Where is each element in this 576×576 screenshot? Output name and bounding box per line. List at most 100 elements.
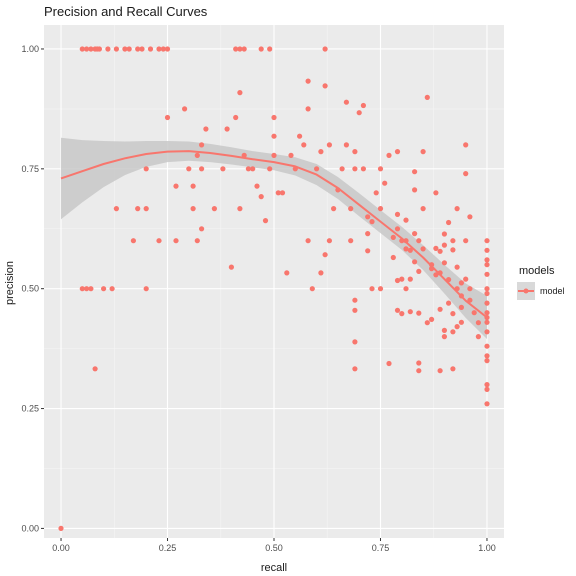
legend-label-model: model [540,286,565,296]
data-point [135,206,141,212]
y-tick-label: 0.25 [21,404,39,414]
data-point [475,334,481,340]
data-point [386,152,392,158]
data-point [258,46,264,52]
data-point [352,339,358,345]
data-point [484,358,490,364]
data-point [369,219,375,225]
data-point [412,231,418,237]
data-point [463,142,469,148]
data-point [84,286,90,292]
data-point [471,310,477,316]
data-point [441,231,447,237]
data-point [437,368,443,374]
data-point [382,180,388,186]
data-point [407,247,413,253]
data-point [458,280,464,286]
data-point [343,99,349,105]
data-point [484,262,490,268]
data-point [352,297,358,303]
data-point [326,142,332,148]
y-tick-label: 0.75 [21,164,39,174]
data-point [437,248,443,254]
data-point [318,149,324,155]
data-point [79,286,85,292]
data-point [484,238,490,244]
data-point [352,307,358,313]
data-point [420,206,426,212]
data-point [271,152,277,158]
data-point [113,206,119,212]
data-point [484,329,490,335]
data-point [467,286,473,292]
data-point [365,248,371,254]
data-point [331,206,337,212]
data-point [258,194,264,200]
data-point [450,247,456,253]
data-point [403,286,409,292]
data-point [386,360,392,367]
data-point [130,238,136,244]
data-point [326,238,332,244]
data-point [135,46,141,52]
data-point [211,206,217,212]
data-point [143,286,149,292]
data-point [450,366,456,372]
data-point [390,234,396,240]
y-axis-title: precision [4,261,16,305]
data-point [454,324,460,330]
data-point [412,187,418,193]
data-point [233,114,239,121]
data-point [458,304,464,310]
data-point [394,211,401,217]
data-point [237,206,243,212]
data-point [305,238,311,244]
data-point [484,286,490,292]
data-point [450,238,456,244]
data-point [352,166,358,172]
data-point [484,353,490,359]
data-point [164,46,171,52]
x-tick-label: 0.25 [159,543,177,553]
data-point [407,276,413,282]
legend-title: models [519,265,555,277]
data-point [484,386,490,392]
data-point [267,46,273,52]
data-point [233,46,239,52]
data-point [305,78,311,84]
data-point [360,102,366,109]
data-point [441,327,447,333]
data-point [394,307,401,313]
data-point [467,214,473,220]
data-point [484,319,490,325]
data-point [484,343,490,349]
smooth-line-layer [60,150,488,319]
data-point [194,152,200,158]
data-point [450,329,456,335]
data-point [420,149,426,155]
data-point [433,245,439,251]
data-point [377,206,384,212]
data-point [173,183,179,189]
data-point [343,142,349,148]
data-point [484,247,490,253]
data-point [237,90,243,96]
data-point [484,382,490,388]
data-point [394,149,401,155]
data-point [301,142,307,148]
data-point [475,320,481,326]
data-point [305,106,311,112]
data-point [220,166,226,172]
data-point [267,166,273,172]
data-point [484,290,490,297]
data-point [484,271,490,277]
data-point [377,166,384,172]
data-point [399,311,405,317]
data-point [463,276,469,282]
data-point [126,46,132,52]
data-point [288,152,294,158]
data-point [348,206,354,212]
data-point [407,309,413,315]
data-point [194,238,200,244]
